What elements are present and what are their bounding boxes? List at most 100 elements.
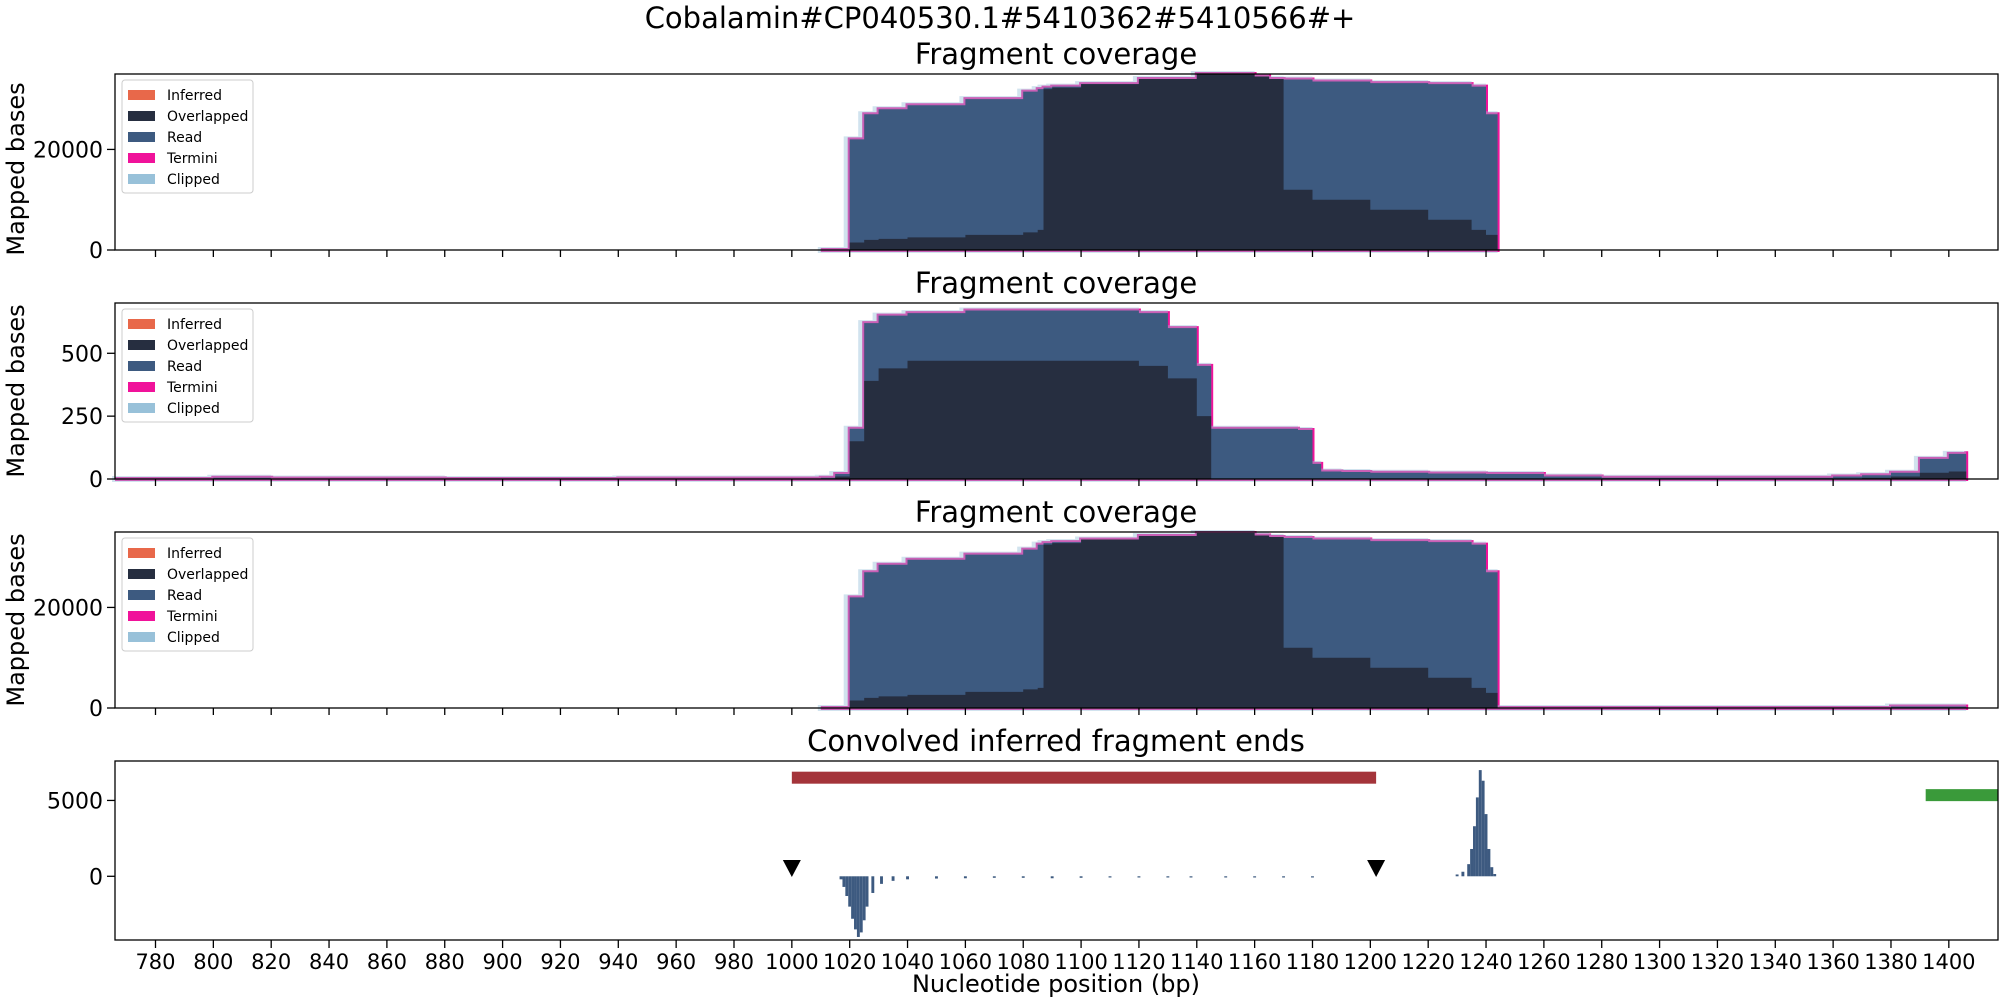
x-tick-label-12: 1020 <box>823 950 876 974</box>
x-tick-label-4: 860 <box>367 950 407 974</box>
panel-4-bar-38 <box>1490 867 1494 877</box>
x-tick-label-5: 880 <box>425 950 465 974</box>
panel-4-bar-4 <box>851 876 855 919</box>
panel-4-bar-17 <box>1021 876 1025 878</box>
x-tick-label-24: 1260 <box>1517 950 1570 974</box>
panel-3-title: Fragment coverage <box>915 495 1197 529</box>
panel-4-plot: 0 5000 <box>47 760 1999 941</box>
x-tick-label-15: 1080 <box>997 950 1050 974</box>
panel-4-frame <box>114 760 1999 941</box>
x-tick-label-29: 1360 <box>1806 950 1859 974</box>
x-tick-label-2: 820 <box>251 950 291 974</box>
panel-4-bar-13 <box>906 876 909 880</box>
panel-1-legend-swatch-4 <box>128 174 155 184</box>
panel-4-bar-22 <box>1166 876 1170 878</box>
panel-2-frame <box>114 302 1999 480</box>
panel-2-legend-swatch-2 <box>128 361 155 371</box>
panel-3-legend-label-4: Clipped <box>167 630 220 646</box>
panel-3: Fragment coverage Mapped bases 0 20000 Inf… <box>2 495 1999 722</box>
panel-1-legend-swatch-0 <box>128 90 155 100</box>
panel-4-bar-5 <box>854 876 857 930</box>
panel-4-bar-10 <box>871 876 875 893</box>
panel-2-legend <box>121 308 254 423</box>
x-tick-label-6: 900 <box>483 950 523 974</box>
panel-2-ytick-label-0: 0 <box>89 468 103 493</box>
panel-3-legend-label-2: Read <box>167 588 202 604</box>
panel-4-bar-28 <box>1455 874 1459 877</box>
panel-4-bar-36 <box>1484 814 1488 877</box>
figure-suptitle: Cobalamin#CP040530.1#5410362#5410566#+ <box>645 1 1356 35</box>
x-tick-label-14: 1060 <box>939 950 992 974</box>
x-tick-label-25: 1280 <box>1575 950 1628 974</box>
panel-4-marker-1 <box>1367 859 1386 877</box>
panel-4-bar-1 <box>842 876 846 887</box>
panel-1-legend-swatch-2 <box>128 132 155 142</box>
panel-1-ytick-label-1: 20000 <box>33 138 103 163</box>
x-tick-label-28: 1340 <box>1749 950 1802 974</box>
x-tick-label-20: 1180 <box>1286 950 1339 974</box>
x-axis-label: Nucleotide position (bp) <box>912 970 1200 998</box>
panel-2-legend-swatch-3 <box>128 382 155 392</box>
panel-4-bar-20 <box>1108 876 1112 878</box>
panel-2-legend-swatch-1 <box>128 340 155 350</box>
panel-1-legend-swatch-1 <box>128 111 155 121</box>
panel-4-bar-27 <box>1311 876 1314 878</box>
panel-4-bar-3 <box>848 876 852 907</box>
panel-4-bar-39 <box>1493 874 1497 877</box>
panel-2-legend-label-2: Read <box>167 359 202 375</box>
panel-2-legend-label-4: Clipped <box>167 401 220 417</box>
panel-1: Fragment coverage Mapped bases 0 20000 Inf… <box>2 37 1999 264</box>
x-tick-label-26: 1300 <box>1633 950 1686 974</box>
panel-1-legend-label-0: Inferred <box>167 88 222 104</box>
x-tick-label-13: 1040 <box>881 950 934 974</box>
panel-4-bar-16 <box>992 876 996 878</box>
panel-1-legend <box>121 79 254 194</box>
panel-4-bar-29 <box>1461 871 1465 877</box>
panel-2: Fragment coverage Mapped bases 0 250 500 In… <box>2 266 1999 493</box>
panel-4-bar-30 <box>1467 864 1471 877</box>
panel-4-ytick-label-1: 5000 <box>47 789 103 814</box>
x-tick-label-22: 1220 <box>1401 950 1454 974</box>
panel-4-bar-24 <box>1224 876 1228 878</box>
panel-1-legend-swatch-3 <box>128 153 155 163</box>
panel-1-frame <box>114 73 1999 251</box>
panel-1-legend-label-2: Read <box>167 130 202 146</box>
panel-4-bar-31 <box>1470 848 1474 877</box>
panel-2-legend-label-3: Termini <box>166 380 218 396</box>
panel-2-ylabel: Mapped bases <box>2 304 30 477</box>
panel-4-segment-0 <box>791 771 1377 784</box>
x-tick-label-7: 920 <box>540 950 580 974</box>
panel-3-legend-swatch-0 <box>128 548 155 558</box>
panel-4-bar-33 <box>1475 797 1479 877</box>
panel-1-ytick-label-0: 0 <box>89 239 103 264</box>
panel-4-ytick-label-0: 0 <box>89 865 103 890</box>
x-tick-label-11: 1000 <box>765 950 818 974</box>
panel-4-bar-12 <box>891 876 895 881</box>
panel-4-bar-18 <box>1050 876 1054 879</box>
panel-3-legend-swatch-1 <box>128 569 155 579</box>
panel-1-legend-label-4: Clipped <box>167 172 220 188</box>
x-tick-label-0: 780 <box>135 950 175 974</box>
panel-4: Convolved inferred fragment ends 0 5000 <box>47 724 1999 941</box>
panel-1-plot: 0 20000 Inferred Overlapped Read Termini Clipp… <box>33 71 1999 264</box>
x-tick-label-30: 1380 <box>1864 950 1917 974</box>
panel-4-bar-19 <box>1079 876 1083 878</box>
panel-3-legend-swatch-2 <box>128 590 155 600</box>
panel-3-plot: 0 20000 Inferred Overlapped Read Termini Clipp… <box>33 530 1999 722</box>
panel-2-legend-label-1: Overlapped <box>167 338 248 354</box>
panel-4-bar-9 <box>865 876 869 907</box>
panel-3-legend <box>121 537 254 652</box>
x-tick-label-17: 1120 <box>1112 950 1165 974</box>
panel-3-frame <box>114 531 1999 709</box>
panel-2-legend-label-0: Inferred <box>167 317 222 333</box>
panel-3-ylabel: Mapped bases <box>2 533 30 706</box>
panel-4-bar-11 <box>880 876 883 884</box>
panel-2-legend-swatch-4 <box>128 403 155 413</box>
x-tick-label-18: 1140 <box>1170 950 1223 974</box>
panel-4-bar-25 <box>1253 876 1257 878</box>
panel-4-bar-37 <box>1487 848 1491 877</box>
panel-4-bar-8 <box>862 876 866 921</box>
x-tick-label-19: 1160 <box>1228 950 1281 974</box>
panel-4-marker-0 <box>782 859 801 877</box>
